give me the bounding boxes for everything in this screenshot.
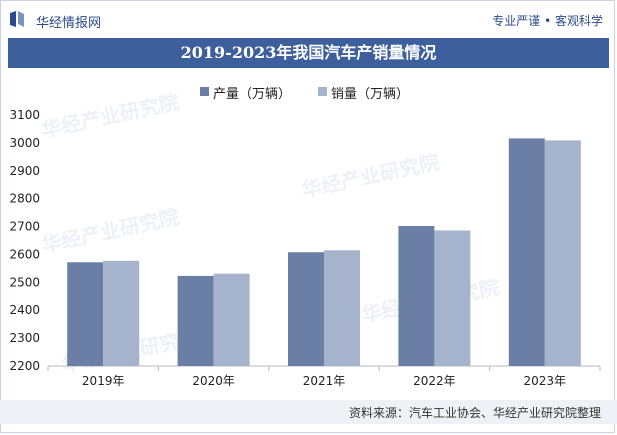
legend-label-production: 产量（万辆）	[213, 87, 292, 102]
x-tick-label: 2020年	[192, 374, 235, 388]
brand-name: 华经情报网	[36, 16, 102, 31]
y-tick-label: 2400	[9, 303, 40, 317]
bar-production	[508, 138, 545, 366]
y-tick-label: 3100	[9, 108, 40, 122]
bar-production	[177, 275, 214, 366]
footer-bar: 资料来源：汽车工业协会、华经产业研究院整理	[0, 400, 617, 424]
chart-title: 2019-2023年我国汽车产销量情况	[180, 43, 437, 62]
y-tick-label: 2500	[9, 275, 40, 289]
y-tick-label: 2800	[9, 192, 40, 206]
x-tick-label: 2023年	[524, 374, 567, 388]
y-tick-label: 3000	[9, 136, 40, 150]
x-tick-label: 2022年	[413, 374, 456, 388]
bar-production	[398, 225, 435, 366]
legend-swatch-sales	[318, 87, 327, 96]
brand-logo-icon	[10, 11, 24, 27]
bar-production	[67, 262, 104, 366]
bar-production	[288, 252, 324, 366]
y-tick-label: 2600	[9, 247, 40, 261]
bar-sales	[434, 230, 471, 366]
bar-chart: 2200 2300 2400 2500 2600 2700 2800 2900 3000 3100…	[9, 108, 601, 388]
bar-sales	[213, 273, 250, 366]
bar-sales	[103, 260, 140, 366]
bar-sales	[544, 140, 581, 366]
y-tick-label: 2900	[9, 164, 40, 178]
x-tick-label: 2019年	[82, 374, 125, 388]
slogan: 专业严谨 • 客观科学	[492, 14, 603, 28]
y-tick-label: 2300	[9, 331, 40, 345]
bar-sales	[324, 250, 360, 366]
x-tick-label: 2021年	[303, 374, 346, 388]
legend-label-sales: 销量（万辆）	[331, 87, 410, 102]
legend-swatch-production	[200, 87, 209, 96]
y-tick-label: 2700	[9, 220, 40, 234]
source-note: 资料来源：汽车工业协会、华经产业研究院整理	[348, 406, 601, 420]
top-bar: 华经情报网 专业严谨 • 客观科学	[0, 0, 617, 36]
title-bar: 2019-2023年我国汽车产销量情况	[8, 38, 609, 68]
y-tick-label: 2200	[9, 359, 40, 373]
